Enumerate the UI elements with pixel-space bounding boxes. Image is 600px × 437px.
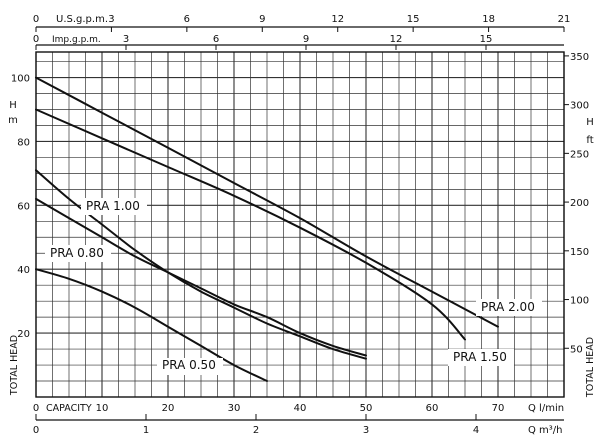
y-ft-axis-letter: H xyxy=(586,117,594,128)
lpm-tick-label: 70 xyxy=(492,403,505,414)
y-ft-side-label: TOTAL HEAD xyxy=(585,337,596,398)
y-ft-tick-label: 350 xyxy=(570,52,589,63)
y-ft-tick-label: 200 xyxy=(570,198,589,209)
m3h-axis-label: Q m³/h xyxy=(528,425,563,436)
impgpm-tick-label: 6 xyxy=(213,34,219,45)
chart-labels: 0 3 6 9 12 15 18 21U.S.g.p.m.0 3 6 9 12 15Imp.g.p.m.… xyxy=(8,14,596,436)
y-m-tick-label: 80 xyxy=(17,137,30,148)
series-label-pra-0-80: PRA 0.80 xyxy=(50,246,104,260)
lpm-tick-label: 50 xyxy=(360,403,373,414)
chart-axes xyxy=(35,26,569,421)
lpm-tick-label: 30 xyxy=(228,403,241,414)
y-ft-tick-label: 150 xyxy=(570,247,589,258)
series-label-background xyxy=(448,349,514,366)
series-label-background xyxy=(81,198,147,215)
lpm-tick-label: 10 xyxy=(96,403,109,414)
usgpm-tick-label: 15 xyxy=(407,14,420,25)
y-m-side-label: TOTAL HEAD xyxy=(9,335,20,396)
series-label-background xyxy=(45,245,111,262)
lpm-tick-label: 60 xyxy=(426,403,439,414)
lpm-tick-label: 40 xyxy=(294,403,307,414)
impgpm-axis-label: Imp.g.p.m. xyxy=(52,35,101,45)
usgpm-tick-label: 3 xyxy=(108,14,114,25)
usgpm-tick-label: 12 xyxy=(331,14,344,25)
series-label-pra-2-00: PRA 2.00 xyxy=(481,300,535,314)
y-m-tick-label: 40 xyxy=(17,265,30,276)
series-line-pra-1-00 xyxy=(35,169,367,360)
m3h-tick-label: 3 xyxy=(363,425,369,436)
impgpm-tick-label: 15 xyxy=(480,34,493,45)
y-ft-tick-label: 100 xyxy=(570,296,589,307)
impgpm-tick-label: 3 xyxy=(123,34,129,45)
lpm-tick-label: 0 xyxy=(33,403,39,414)
capacity-label: CAPACITY xyxy=(46,403,92,414)
impgpm-tick-label: 9 xyxy=(303,34,309,45)
series-line-pra-0-50 xyxy=(35,268,268,382)
series-label-pra-0-50: PRA 0.50 xyxy=(162,358,216,372)
y-m-tick-label: 60 xyxy=(17,201,30,212)
m3h-tick-label: 1 xyxy=(143,425,149,436)
usgpm-tick-label: 18 xyxy=(482,14,495,25)
m3h-tick-label: 2 xyxy=(253,425,259,436)
y-ft-tick-label: 250 xyxy=(570,149,589,160)
lpm-axis-label: Q l/min xyxy=(528,403,564,414)
y-m-axis-letter: H xyxy=(9,100,17,111)
series-label-background xyxy=(476,299,542,316)
series-line-pra-0-80 xyxy=(35,197,367,357)
series-label-pra-1-00: PRA 1.00 xyxy=(86,199,140,213)
y-m-tick-label: 100 xyxy=(11,74,30,85)
usgpm-tick-label: 6 xyxy=(184,14,190,25)
usgpm-tick-label: 9 xyxy=(259,14,265,25)
m3h-tick-label: 0 xyxy=(33,425,39,436)
y-ft-axis-unit: ft xyxy=(586,135,593,146)
chart-series xyxy=(35,76,499,382)
impgpm-tick-label: 0 xyxy=(33,34,39,45)
series-line-pra-1-50 xyxy=(35,108,466,341)
y-ft-tick-label: 50 xyxy=(570,344,583,355)
m3h-tick-label: 4 xyxy=(473,425,479,436)
usgpm-axis-label: U.S.g.p.m. xyxy=(56,14,108,25)
series-line-pra-2-00 xyxy=(35,76,499,328)
lpm-tick-label: 20 xyxy=(162,403,175,414)
impgpm-tick-label: 12 xyxy=(390,34,403,45)
y-m-tick-label: 20 xyxy=(17,329,30,340)
usgpm-tick-label: 0 xyxy=(33,14,39,25)
chart-grid xyxy=(35,52,565,398)
usgpm-tick-label: 21 xyxy=(558,14,571,25)
y-m-axis-unit: m xyxy=(8,115,18,126)
series-label-pra-1-50: PRA 1.50 xyxy=(453,350,507,364)
plot-frame xyxy=(35,51,565,398)
series-label-background xyxy=(157,358,223,375)
y-ft-tick-label: 300 xyxy=(570,101,589,112)
